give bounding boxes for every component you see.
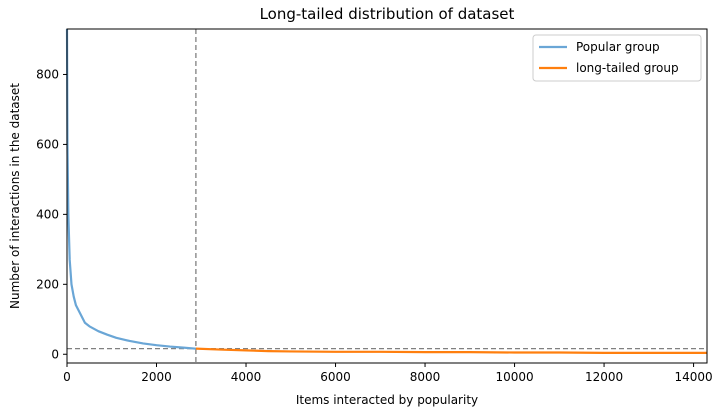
x-axis: 0 2000 4000 6000 8000 10000 12000 14000 (63, 363, 713, 384)
x-axis-label: Items interacted by popularity (296, 393, 478, 407)
plot-frame (66, 28, 708, 364)
legend-label-0: Popular group (576, 40, 660, 54)
y-axis: 0 200 400 600 800 (36, 67, 67, 361)
y-tick-label: 400 (36, 207, 59, 221)
plot-area (67, 29, 707, 363)
y-tick-label: 0 (51, 347, 59, 361)
legend: Popular group long-tailed group (532, 34, 702, 82)
y-tick-label: 600 (36, 137, 59, 151)
series-line-1 (195, 347, 707, 354)
chart-title: Long-tailed distribution of dataset (260, 5, 515, 23)
series-line-0 (65, 28, 196, 350)
x-tick-label: 10000 (495, 370, 533, 384)
y-tick-label: 200 (36, 277, 59, 291)
series-layer (65, 28, 707, 354)
legend-box (532, 34, 702, 82)
x-tick-label: 6000 (320, 370, 351, 384)
x-tick-label: 4000 (231, 370, 262, 384)
y-axis-label: Number of interactions in the dataset (8, 83, 22, 309)
x-tick-label: 8000 (410, 370, 441, 384)
x-tick-label: 12000 (585, 370, 623, 384)
x-tick-label: 0 (63, 370, 71, 384)
reference-lines (67, 29, 707, 363)
x-tick-label: 14000 (674, 370, 712, 384)
x-tick-label: 2000 (141, 370, 172, 384)
y-tick-label: 800 (36, 67, 59, 81)
legend-label-1: long-tailed group (576, 61, 679, 75)
